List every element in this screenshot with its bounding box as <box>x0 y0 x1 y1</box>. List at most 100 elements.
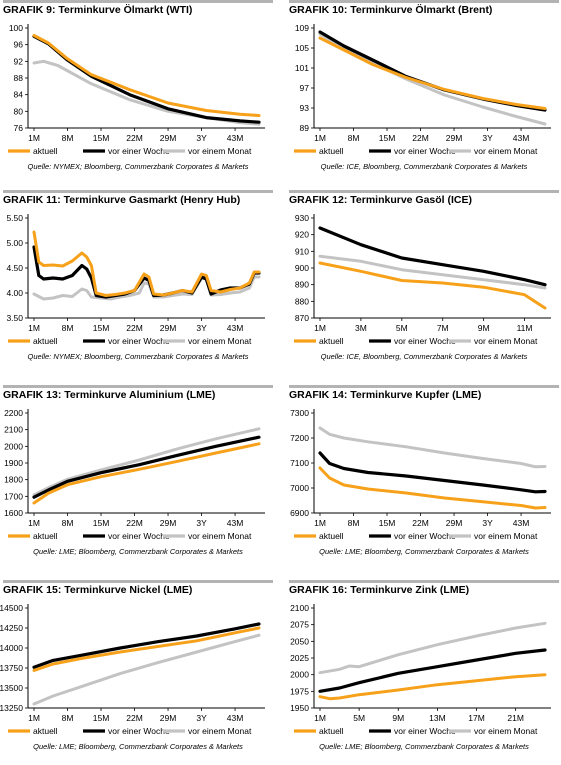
series-line-aktuell <box>32 626 261 672</box>
chart-panel-11: GRAFIK 11: Terminkurve Gasmarkt (Henry H… <box>3 190 273 375</box>
chart-source: Quelle: NYMEX; Bloomberg, Commerzbank Co… <box>27 162 249 171</box>
legend-label: vor einer Woche <box>108 726 170 736</box>
y-tick-label: 100 <box>9 23 23 33</box>
y-tick-label: 14500 <box>0 603 23 613</box>
panel-top-rule <box>3 0 273 3</box>
x-tick-label: 22M <box>126 518 143 528</box>
panel-top-rule <box>289 580 559 583</box>
x-tick-label: 9M <box>392 713 404 723</box>
y-tick-label: 89 <box>300 123 310 133</box>
legend-label: vor einem Monat <box>474 336 538 346</box>
y-tick-label: 7000 <box>290 483 309 493</box>
x-tick-label: 5M <box>353 713 365 723</box>
x-tick-label: 3Y <box>196 133 207 143</box>
x-tick-label: 1M <box>314 133 326 143</box>
y-tick-label: 13500 <box>0 683 23 693</box>
series-line-aktuell <box>318 261 547 310</box>
chart-svg: 13250 13500 13750 14000 14250 14500 1M 8M 15M 22M… <box>0 603 265 736</box>
x-tick-label: 22M <box>126 133 143 143</box>
legend-label: vor einer Woche <box>108 146 170 156</box>
chart-source: Quelle: NYMEX; Bloomberg, Commerzbank Co… <box>27 352 249 361</box>
x-tick-label: 43M <box>513 518 530 528</box>
x-tick-label: 29M <box>160 323 177 333</box>
chart-panel-15: GRAFIK 15: Terminkurve Nickel (LME) 13250… <box>0 580 273 765</box>
legend-label: aktuell <box>319 726 344 736</box>
x-tick-label: 1M <box>314 323 326 333</box>
series-line-aktuell <box>32 442 261 505</box>
legend-label: vor einem Monat <box>188 726 252 736</box>
legend-label: aktuell <box>33 336 58 346</box>
y-tick-label: 870 <box>295 313 309 323</box>
y-tick-label: 1800 <box>4 475 23 485</box>
chart-title: GRAFIK 10: Terminkurve Ölmarkt (Brent) <box>289 4 493 16</box>
series-line-vor-einer-woche <box>32 622 261 669</box>
y-tick-label: 6900 <box>290 508 309 518</box>
x-tick-label: 8M <box>62 518 74 528</box>
y-tick-label: 88 <box>14 73 24 83</box>
chart-panel-10: GRAFIK 10: Terminkurve Ölmarkt (Brent) 89… <box>289 0 559 185</box>
series-line-vor-einem-monat <box>318 621 547 675</box>
chart-source: Quelle: ICE, Bloomberg, Commerzbank Corp… <box>320 162 528 171</box>
series-line-vor-einem-monat <box>32 59 261 126</box>
y-tick-label: 920 <box>295 230 309 240</box>
y-tick-label: 1950 <box>290 703 309 713</box>
y-tick-label: 101 <box>295 63 309 73</box>
x-tick-label: 29M <box>160 713 177 723</box>
chart-svg: 76 80 84 88 92 96 100 1M 8M 15M 22M 29M 3Y 43M aktuell… <box>8 23 265 156</box>
x-tick-label: 8M <box>62 713 74 723</box>
x-tick-label: 11M <box>517 323 533 333</box>
x-tick-label: 1M <box>314 518 326 528</box>
panel-top-rule <box>289 0 559 3</box>
x-tick-label: 1M <box>28 713 40 723</box>
legend-label: vor einer Woche <box>394 531 456 541</box>
x-tick-label: 43M <box>227 713 244 723</box>
y-tick-label: 84 <box>14 90 24 100</box>
x-tick-label: 3Y <box>196 713 207 723</box>
chart-svg: 6900 7000 7100 7200 7300 1M 8M 15M 22M 29M 3Y 43M ak… <box>290 408 551 541</box>
y-tick-label: 1600 <box>4 508 23 518</box>
x-tick-label: 22M <box>126 713 143 723</box>
chart-panel-12: GRAFIK 12: Terminkurve Gasöl (ICE) 870 880… <box>289 190 559 375</box>
chart-title: GRAFIK 9: Terminkurve Ölmarkt (WTI) <box>3 4 193 16</box>
legend-label: vor einer Woche <box>108 531 170 541</box>
y-tick-label: 2025 <box>290 653 309 663</box>
legend-label: vor einer Woche <box>108 336 170 346</box>
y-tick-label: 2050 <box>290 636 309 646</box>
y-tick-label: 900 <box>295 263 309 273</box>
y-tick-label: 7200 <box>290 433 309 443</box>
chart-source: Quelle: LME; Bloomberg, Commerzbank Corp… <box>33 742 243 751</box>
chart-title: GRAFIK 16: Terminkurve Zink (LME) <box>289 584 470 596</box>
panel-top-rule <box>289 385 559 388</box>
x-tick-label: 7M <box>437 323 449 333</box>
y-tick-label: 97 <box>300 83 310 93</box>
y-tick-label: 80 <box>14 106 24 116</box>
y-tick-label: 109 <box>295 23 309 33</box>
y-tick-label: 96 <box>14 40 24 50</box>
chart-svg: 1950 1975 2000 2025 2050 2075 2100 1M 5M 9M 13M 17M… <box>290 603 551 736</box>
y-tick-label: 1900 <box>4 458 23 468</box>
legend-label: vor einem Monat <box>188 531 252 541</box>
legend-label: aktuell <box>319 336 344 346</box>
x-tick-label: 17M <box>468 713 485 723</box>
x-tick-label: 29M <box>446 133 463 143</box>
legend-label: aktuell <box>33 531 58 541</box>
x-tick-label: 5M <box>396 323 408 333</box>
series-line-aktuell <box>318 36 547 110</box>
x-tick-label: 3M <box>355 323 367 333</box>
y-tick-label: 2000 <box>290 670 309 680</box>
chart-title: GRAFIK 13: Terminkurve Aluminium (LME) <box>3 389 216 401</box>
chart-title: GRAFIK 11: Terminkurve Gasmarkt (Henry H… <box>3 194 241 206</box>
y-tick-label: 7300 <box>290 408 309 418</box>
legend-label: aktuell <box>33 726 58 736</box>
x-tick-label: 15M <box>379 133 396 143</box>
x-tick-label: 15M <box>93 713 110 723</box>
panel-top-rule <box>289 190 559 193</box>
chart-source: Quelle: LME; Bloomberg, Commerzbank Corp… <box>319 742 529 751</box>
series-line-aktuell <box>318 466 547 510</box>
legend-label: vor einem Monat <box>474 726 538 736</box>
legend-label: aktuell <box>319 531 344 541</box>
y-tick-label: 3.50 <box>6 313 23 323</box>
chart-panel-14: GRAFIK 14: Terminkurve Kupfer (LME) 6900 7… <box>289 385 559 570</box>
y-tick-label: 4.00 <box>6 288 23 298</box>
x-tick-label: 3Y <box>196 323 207 333</box>
